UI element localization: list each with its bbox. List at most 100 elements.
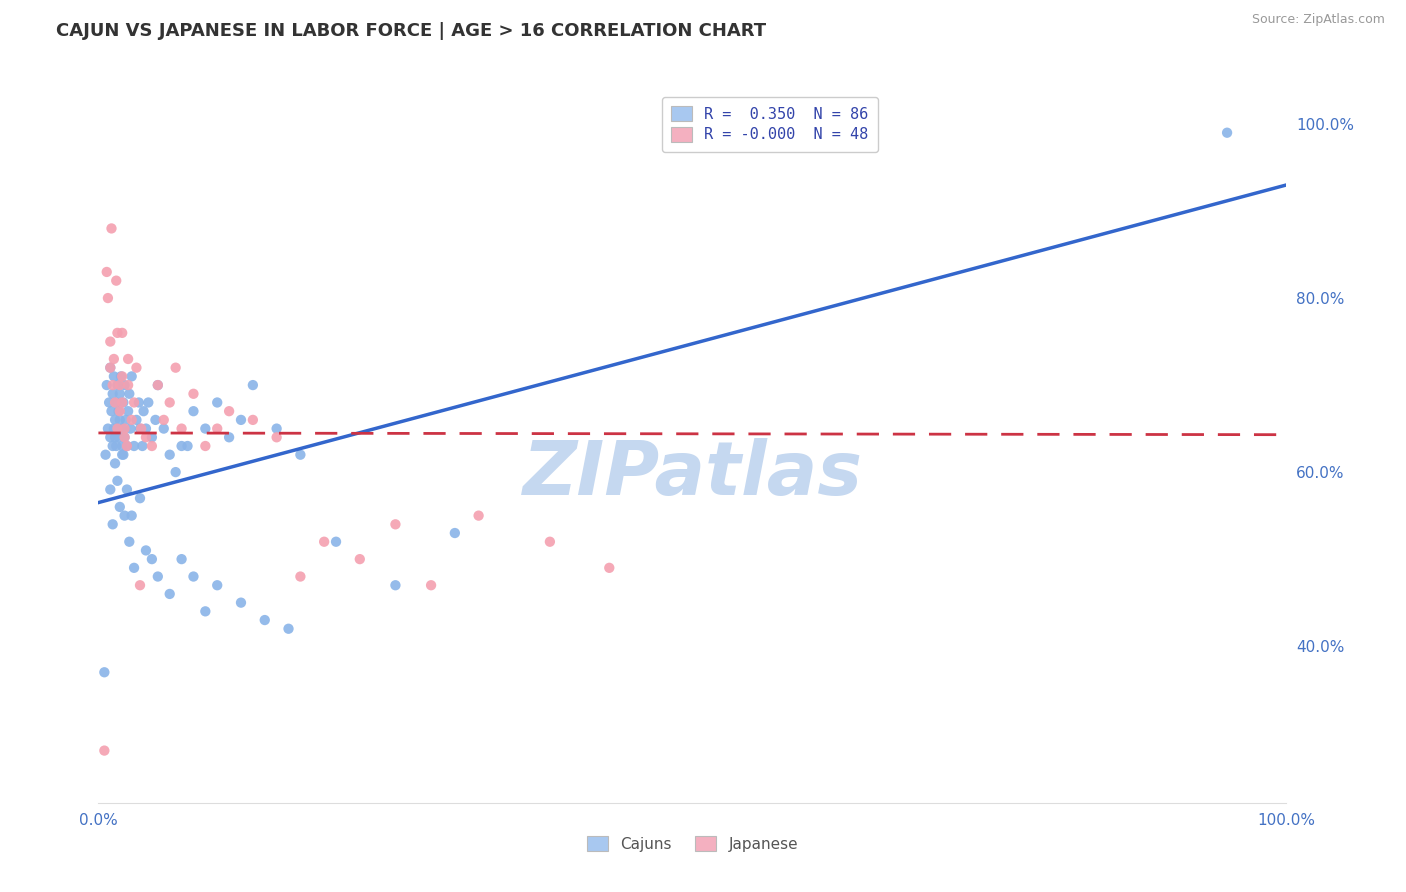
Point xyxy=(108,378,131,392)
Point xyxy=(135,430,157,444)
Point xyxy=(98,360,121,375)
Point xyxy=(114,413,136,427)
Point xyxy=(111,448,134,462)
Point xyxy=(207,421,229,435)
Point xyxy=(114,421,136,435)
Point xyxy=(96,378,118,392)
Point xyxy=(229,413,252,427)
Point xyxy=(104,430,127,444)
Point xyxy=(103,421,125,435)
Point xyxy=(111,326,134,340)
Point xyxy=(125,413,148,427)
Point xyxy=(103,369,125,384)
Point xyxy=(97,291,120,305)
Point xyxy=(141,552,163,566)
Point xyxy=(105,274,128,288)
Point xyxy=(135,421,157,435)
Point xyxy=(104,395,127,409)
Point xyxy=(290,448,312,462)
Point xyxy=(420,578,443,592)
Point xyxy=(103,351,125,366)
Point xyxy=(108,404,131,418)
Point xyxy=(194,604,217,618)
Point xyxy=(111,421,134,435)
Point xyxy=(107,326,129,340)
Point xyxy=(112,395,135,409)
Point xyxy=(93,665,115,680)
Point xyxy=(122,439,145,453)
Point xyxy=(122,561,145,575)
Point xyxy=(98,430,121,444)
Point xyxy=(467,508,489,523)
Text: Source: ZipAtlas.com: Source: ZipAtlas.com xyxy=(1251,13,1385,27)
Point xyxy=(146,569,169,583)
Point xyxy=(114,430,136,444)
Text: ZIPatlas: ZIPatlas xyxy=(523,438,862,511)
Point xyxy=(266,421,288,435)
Point xyxy=(170,439,193,453)
Point xyxy=(105,439,128,453)
Point xyxy=(266,430,288,444)
Point xyxy=(1216,126,1239,140)
Point xyxy=(114,378,136,392)
Point xyxy=(96,265,118,279)
Point xyxy=(94,448,117,462)
Point xyxy=(121,508,143,523)
Point xyxy=(115,439,138,453)
Point xyxy=(129,421,152,435)
Point xyxy=(105,395,128,409)
Point xyxy=(104,413,127,427)
Point xyxy=(253,613,276,627)
Point xyxy=(277,622,299,636)
Point xyxy=(444,526,467,541)
Point xyxy=(207,578,229,592)
Point xyxy=(93,743,115,757)
Point xyxy=(141,439,163,453)
Point xyxy=(159,448,181,462)
Point xyxy=(176,439,198,453)
Point xyxy=(242,378,264,392)
Point xyxy=(183,386,205,401)
Point xyxy=(129,578,152,592)
Point xyxy=(108,500,131,514)
Text: CAJUN VS JAPANESE IN LABOR FORCE | AGE > 16 CORRELATION CHART: CAJUN VS JAPANESE IN LABOR FORCE | AGE >… xyxy=(56,22,766,40)
Point xyxy=(98,360,121,375)
Point xyxy=(125,360,148,375)
Point xyxy=(108,386,131,401)
Point xyxy=(98,483,121,497)
Point xyxy=(349,552,371,566)
Point xyxy=(129,421,152,435)
Legend: Cajuns, Japanese: Cajuns, Japanese xyxy=(579,829,806,859)
Point xyxy=(100,221,122,235)
Point xyxy=(183,569,205,583)
Point xyxy=(146,378,169,392)
Point xyxy=(111,439,134,453)
Point xyxy=(114,508,136,523)
Point xyxy=(117,404,139,418)
Point xyxy=(218,430,240,444)
Point xyxy=(104,457,127,471)
Point xyxy=(136,395,159,409)
Point xyxy=(117,351,139,366)
Point xyxy=(314,534,336,549)
Point xyxy=(132,404,155,418)
Point xyxy=(194,439,217,453)
Point xyxy=(165,465,187,479)
Point xyxy=(120,421,142,435)
Point xyxy=(115,483,138,497)
Point xyxy=(107,474,129,488)
Point xyxy=(98,395,121,409)
Point xyxy=(97,421,120,435)
Point xyxy=(128,395,150,409)
Point xyxy=(122,395,145,409)
Point xyxy=(107,421,129,435)
Point xyxy=(121,413,143,427)
Point xyxy=(218,404,240,418)
Point xyxy=(159,395,181,409)
Point xyxy=(229,596,252,610)
Point xyxy=(118,386,141,401)
Point xyxy=(538,534,561,549)
Point xyxy=(170,421,193,435)
Point xyxy=(325,534,347,549)
Point xyxy=(107,430,129,444)
